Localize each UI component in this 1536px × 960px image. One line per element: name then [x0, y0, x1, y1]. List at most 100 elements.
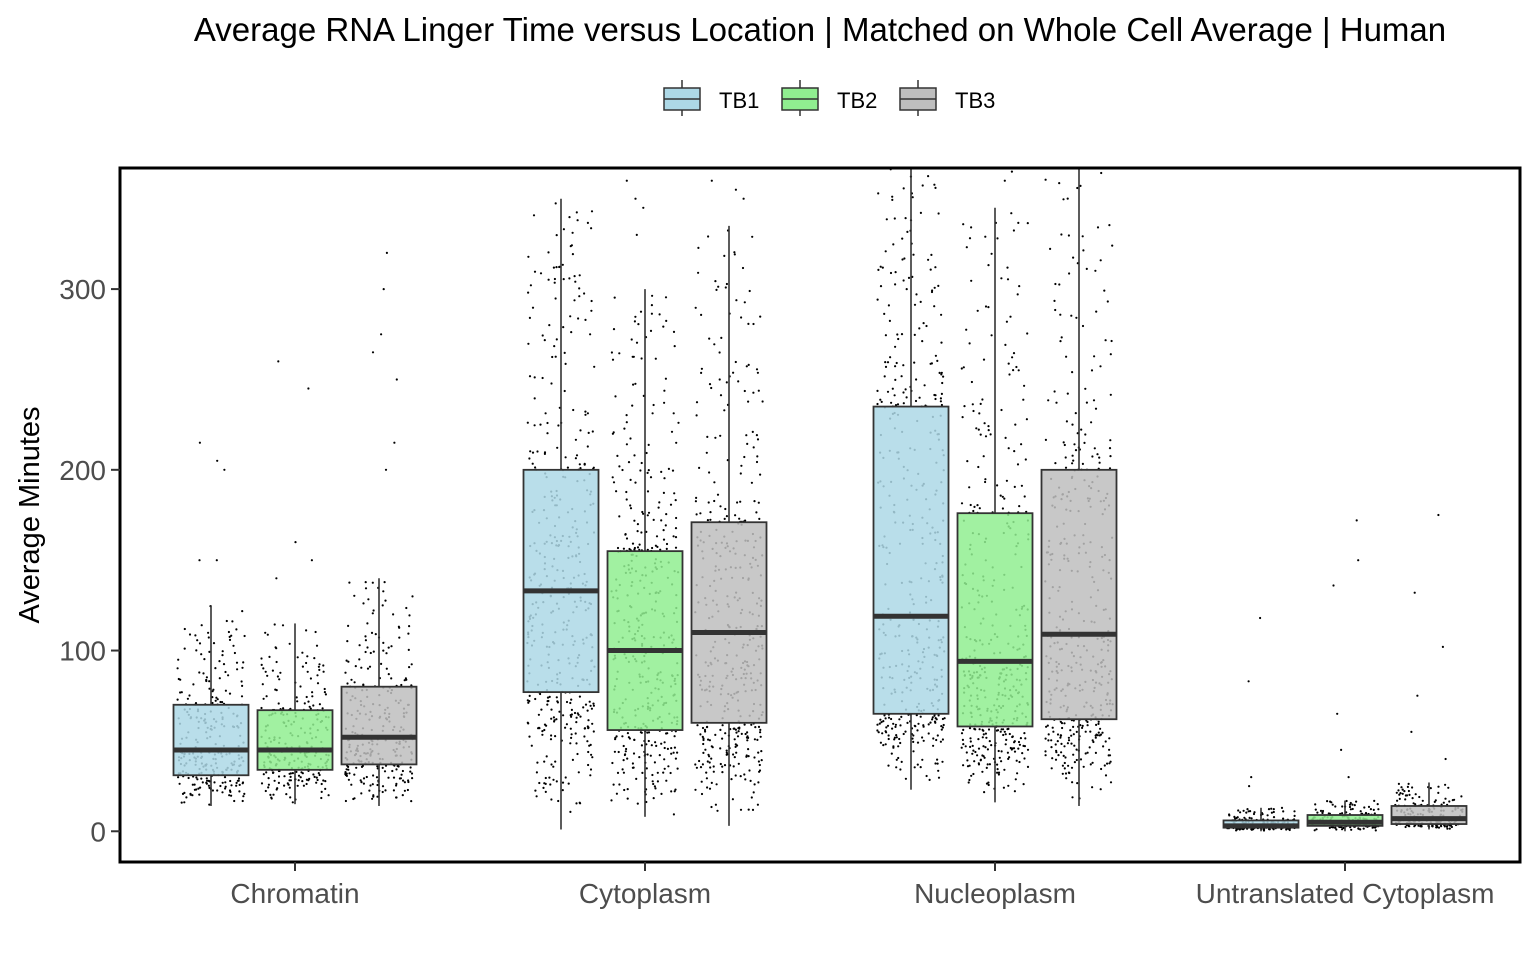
- jitter-point: [891, 195, 894, 198]
- jitter-point: [893, 736, 897, 739]
- outlier-point: [307, 387, 310, 390]
- jitter-point: [1341, 805, 1344, 808]
- jitter-point: [323, 691, 326, 694]
- jitter-point: [1072, 733, 1075, 736]
- jitter-point: [887, 737, 890, 741]
- jitter-point: [305, 782, 308, 786]
- jitter-point: [1001, 507, 1005, 510]
- jitter-point: [1009, 315, 1012, 318]
- jitter-point: [746, 739, 749, 742]
- jitter-point: [570, 733, 573, 736]
- jitter-point: [1272, 808, 1275, 811]
- jitter-point: [887, 764, 890, 767]
- jitter-point: [397, 625, 400, 628]
- box-tb1-chromatin: [172, 605, 250, 806]
- jitter-point: [275, 660, 278, 664]
- jitter-point: [1003, 497, 1006, 500]
- jitter-point: [322, 664, 325, 667]
- jitter-point: [978, 507, 981, 510]
- jitter-point: [939, 400, 943, 403]
- jitter-point: [636, 530, 639, 533]
- jitter-point: [663, 746, 666, 750]
- jitter-point: [1064, 772, 1068, 775]
- jitter-point: [934, 394, 937, 397]
- jitter-point: [1022, 783, 1025, 786]
- jitter-point: [700, 780, 703, 783]
- jitter-point: [575, 211, 578, 214]
- jitter-point: [638, 756, 641, 759]
- jitter-point: [564, 362, 567, 365]
- jitter-point: [713, 499, 716, 503]
- jitter-point: [922, 739, 925, 742]
- jitter-point: [570, 708, 574, 712]
- jitter-point: [1054, 743, 1057, 746]
- jitter-point: [224, 781, 227, 784]
- jitter-point: [221, 791, 224, 794]
- jitter-point: [296, 656, 299, 659]
- jitter-point: [611, 761, 614, 765]
- jitter-point: [996, 768, 999, 771]
- jitter-point: [238, 783, 241, 787]
- jitter-point: [561, 789, 564, 792]
- outlier-point: [384, 468, 388, 471]
- jitter-point: [1055, 749, 1058, 752]
- jitter-point: [364, 639, 367, 642]
- jitter-point: [1086, 724, 1089, 727]
- jitter-point: [943, 717, 946, 720]
- jitter-point: [579, 467, 582, 470]
- jitter-point: [1345, 799, 1348, 803]
- jitter-point: [996, 237, 999, 240]
- jitter-point: [579, 802, 582, 805]
- jitter-point: [892, 243, 895, 246]
- jitter-point: [183, 627, 186, 631]
- jitter-point: [1060, 336, 1063, 339]
- jitter-point: [1093, 355, 1096, 358]
- jitter-point: [733, 756, 736, 759]
- jitter-point: [535, 795, 538, 798]
- jitter-point: [1228, 814, 1231, 817]
- jitter-point: [179, 678, 182, 681]
- jitter-point: [969, 745, 972, 749]
- jitter-point: [371, 581, 374, 584]
- jitter-point: [967, 781, 970, 784]
- jitter-point: [1000, 408, 1003, 412]
- jitter-point: [721, 737, 724, 740]
- jitter-point: [674, 536, 678, 539]
- jitter-point: [717, 285, 720, 288]
- jitter-point: [1023, 732, 1026, 735]
- jitter-point: [362, 683, 365, 686]
- jitter-point: [666, 747, 670, 751]
- jitter-point: [315, 776, 318, 779]
- jitter-point: [583, 735, 586, 738]
- jitter-point: [1023, 495, 1026, 498]
- jitter-point: [543, 728, 546, 732]
- jitter-point: [527, 701, 530, 704]
- jitter-point: [1314, 808, 1317, 811]
- jitter-point: [640, 461, 643, 465]
- jitter-point: [362, 782, 365, 785]
- jitter-point: [236, 779, 239, 782]
- jitter-point: [1000, 760, 1003, 763]
- jitter-point: [760, 750, 763, 753]
- jitter-point: [1091, 455, 1094, 458]
- jitter-point: [302, 784, 305, 787]
- jitter-point: [647, 511, 651, 514]
- jitter-point: [291, 772, 294, 775]
- jitter-point: [712, 765, 715, 768]
- jitter-point: [746, 442, 749, 445]
- jitter-point: [583, 462, 586, 465]
- jitter-point: [1013, 485, 1016, 488]
- jitter-point: [625, 490, 628, 494]
- jitter-point: [662, 325, 665, 328]
- jitter-point: [541, 733, 544, 736]
- jitter-point: [1398, 793, 1401, 796]
- jitter-point: [1446, 827, 1449, 830]
- jitter-point: [410, 663, 413, 666]
- jitter-point: [194, 634, 197, 637]
- jitter-point: [528, 694, 531, 698]
- jitter-point: [587, 431, 590, 434]
- jitter-point: [1013, 790, 1017, 793]
- jitter-point: [541, 376, 544, 380]
- outlier-point: [734, 188, 738, 191]
- jitter-point: [534, 697, 537, 701]
